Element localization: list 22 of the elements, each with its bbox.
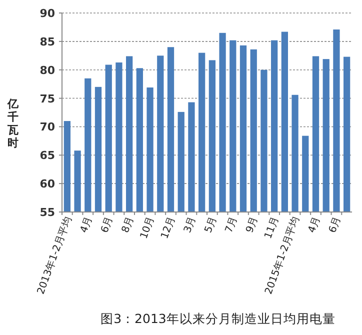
x-tick-label: 3月 [182, 215, 198, 234]
x-tick-label: 4月 [78, 215, 95, 234]
y-tick-label: 70 [40, 120, 56, 134]
x-tick-label: 9月 [244, 215, 260, 234]
y-tick-label: 85 [40, 35, 55, 48]
x-tick-label: 5月 [203, 215, 219, 234]
y-tick-label: 65 [40, 149, 55, 162]
x-tick-label: 10月 [138, 215, 157, 240]
x-tick-label: 7月 [224, 215, 240, 234]
y-tick-label: 60 [40, 178, 56, 191]
text: 图3：2013年以来分月制造业日均用电量 [100, 311, 336, 326]
y-tick-label: 90 [40, 7, 56, 20]
y-tick-label: 80 [40, 64, 56, 77]
x-tick-label: 11月 [263, 215, 282, 240]
y-tick-label: 75 [40, 92, 55, 106]
x-tick-label: 6月 [99, 215, 116, 234]
x-tick-label: 12月 [159, 215, 178, 240]
y-tick-label: 55 [40, 206, 55, 219]
x-tick-label: 4月 [306, 215, 323, 234]
x-tick-label: 8月 [120, 215, 136, 234]
y-axis-title: 亿千瓦时 [6, 98, 20, 150]
x-tick-label: 6月 [327, 215, 344, 234]
